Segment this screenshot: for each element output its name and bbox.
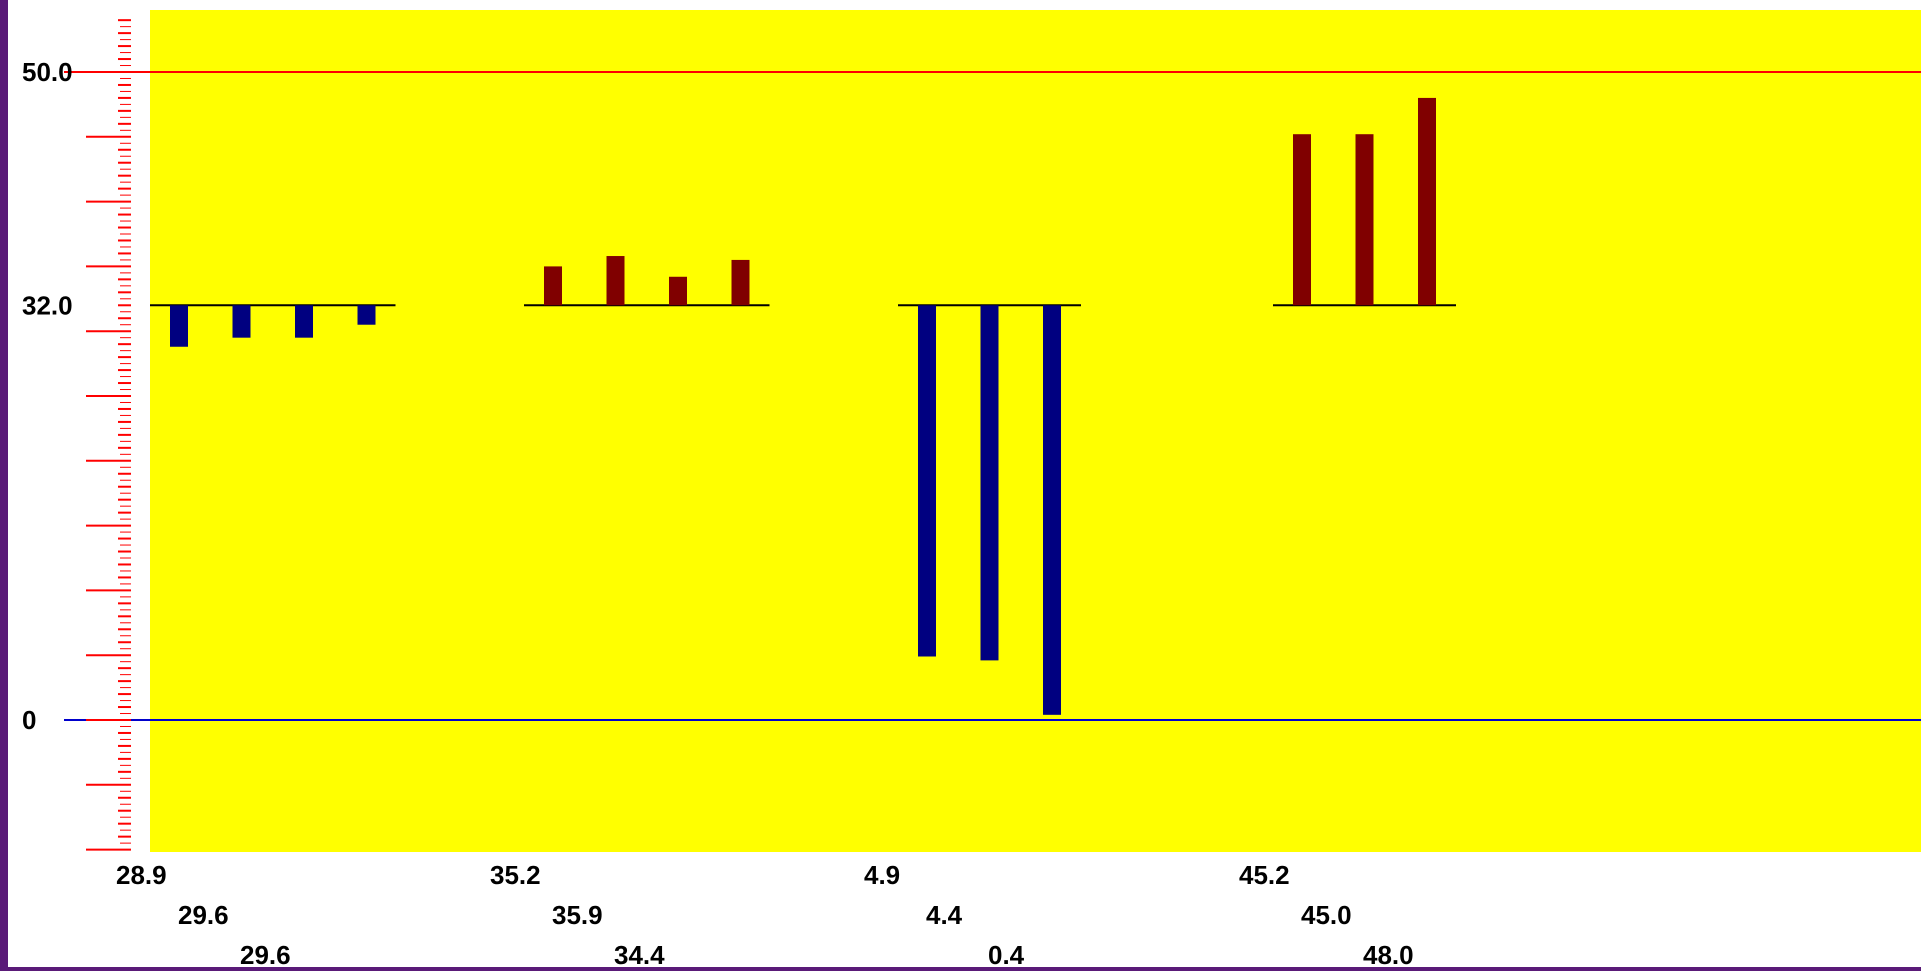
bar [1418,97,1436,306]
value-label: 34.4 [614,940,665,970]
value-labels: 28.9 29.6 29.6 35.2 35.9 34.4 4.9 4.4 0.4 45.2 45.… [116,860,1414,970]
bar [1043,305,1061,715]
bar [295,305,313,338]
y-axis [86,19,131,851]
bar [731,259,750,306]
value-label: 4.4 [926,900,963,930]
value-label: 28.9 [116,860,167,890]
value-label: 0.4 [988,940,1025,970]
y-axis-labels: 50.0 32.0 0 [22,57,73,735]
bar [918,305,936,657]
plot-area [150,10,1921,852]
value-label: 45.2 [1239,860,1290,890]
bar [170,305,188,347]
bar [980,305,999,661]
bars [150,97,1456,715]
value-label: 29.6 [178,900,229,930]
value-label: 35.9 [552,900,603,930]
y-tick-label: 50.0 [22,57,73,87]
bar [232,305,251,338]
bar [1293,134,1311,306]
bar [669,276,687,306]
value-label: 29.6 [240,940,291,970]
value-label: 45.0 [1301,900,1352,930]
bar [1355,134,1374,306]
y-tick-label: 0 [22,705,36,735]
value-label: 35.2 [490,860,541,890]
bar [606,256,625,306]
y-tick-label: 32.0 [22,290,73,320]
bar [544,266,562,306]
value-label: 4.9 [864,860,900,890]
bar [357,305,376,325]
bar-chart: 50.0 32.0 0 28.9 29.6 29.6 35.2 35.9 34.4 4.9 4.4… [22,10,1921,970]
value-label: 48.0 [1363,940,1414,970]
reference-lines [64,71,1921,721]
